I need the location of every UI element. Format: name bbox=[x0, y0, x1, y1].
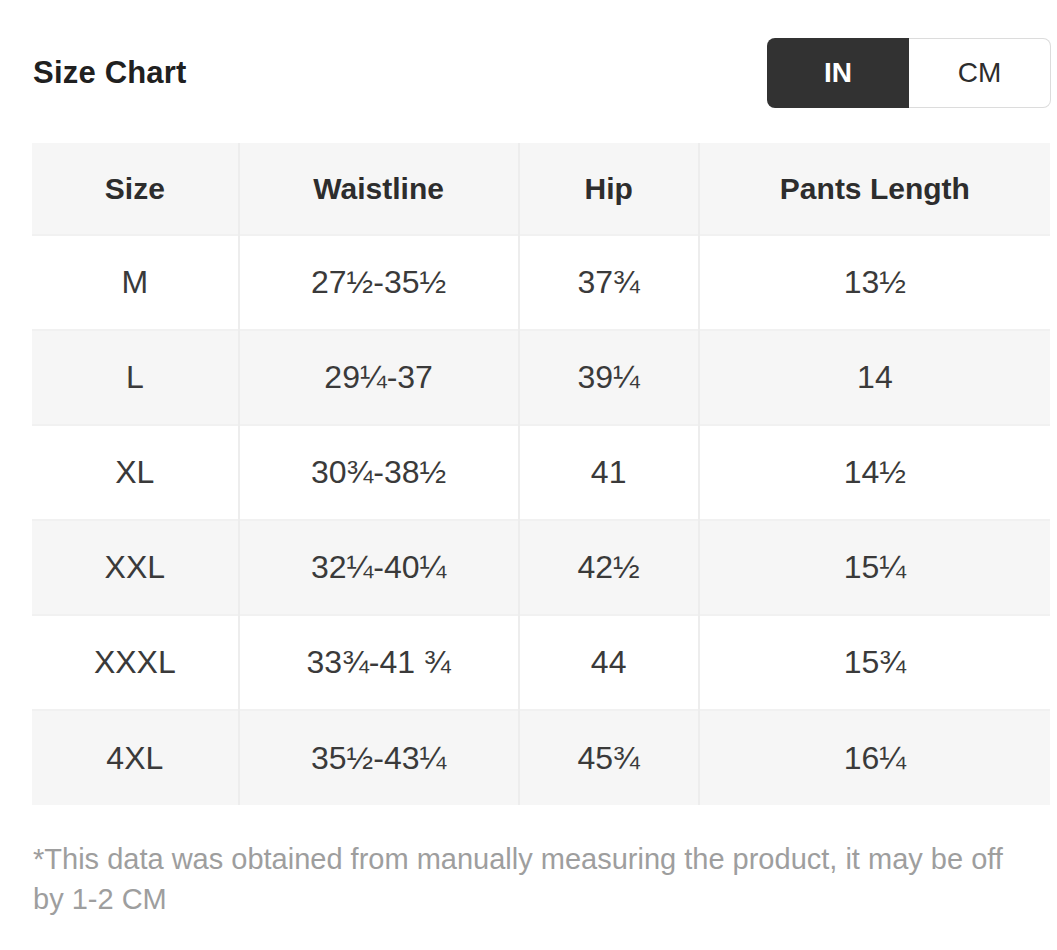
cell-hip: 45¾ bbox=[519, 710, 699, 805]
table-row: XXXL 33¾-41 ¾ 44 15¾ bbox=[32, 615, 1050, 710]
table-row: M 27½-35½ 37¾ 13½ bbox=[32, 235, 1050, 330]
cell-size: M bbox=[32, 235, 239, 330]
size-chart-panel: Size Chart IN CM Size Waistline Hip Pant… bbox=[0, 0, 1057, 950]
size-chart-table: Size Waistline Hip Pants Length M 27½-35… bbox=[32, 143, 1050, 805]
cell-waistline: 33¾-41 ¾ bbox=[239, 615, 519, 710]
cell-waistline: 32¼-40¼ bbox=[239, 520, 519, 615]
header-hip: Hip bbox=[519, 143, 699, 235]
cell-waistline: 27½-35½ bbox=[239, 235, 519, 330]
cell-size: XXL bbox=[32, 520, 239, 615]
header-bar: Size Chart IN CM bbox=[0, 0, 1057, 108]
cell-pants-length: 13½ bbox=[699, 235, 1050, 330]
table-row: L 29¼-37 39¼ 14 bbox=[32, 330, 1050, 425]
page-title: Size Chart bbox=[33, 55, 187, 91]
table-row: XXL 32¼-40¼ 42½ 15¼ bbox=[32, 520, 1050, 615]
cell-pants-length: 16¼ bbox=[699, 710, 1050, 805]
unit-toggle-cm-button[interactable]: CM bbox=[909, 38, 1051, 108]
header-pants-length: Pants Length bbox=[699, 143, 1050, 235]
header-size: Size bbox=[32, 143, 239, 235]
cell-size: 4XL bbox=[32, 710, 239, 805]
unit-toggle: IN CM bbox=[767, 38, 1051, 108]
cell-hip: 37¾ bbox=[519, 235, 699, 330]
header-waistline: Waistline bbox=[239, 143, 519, 235]
cell-size: XXXL bbox=[32, 615, 239, 710]
cell-waistline: 29¼-37 bbox=[239, 330, 519, 425]
cell-pants-length: 15¾ bbox=[699, 615, 1050, 710]
table-row: 4XL 35½-43¼ 45¾ 16¼ bbox=[32, 710, 1050, 805]
cell-waistline: 35½-43¼ bbox=[239, 710, 519, 805]
table-row: XL 30¾-38½ 41 14½ bbox=[32, 425, 1050, 520]
table-header-row: Size Waistline Hip Pants Length bbox=[32, 143, 1050, 235]
measurement-disclaimer: *This data was obtained from manually me… bbox=[33, 839, 1027, 919]
cell-pants-length: 15¼ bbox=[699, 520, 1050, 615]
cell-hip: 44 bbox=[519, 615, 699, 710]
cell-hip: 39¼ bbox=[519, 330, 699, 425]
cell-size: L bbox=[32, 330, 239, 425]
cell-size: XL bbox=[32, 425, 239, 520]
cell-hip: 41 bbox=[519, 425, 699, 520]
cell-pants-length: 14½ bbox=[699, 425, 1050, 520]
cell-waistline: 30¾-38½ bbox=[239, 425, 519, 520]
unit-toggle-in-button[interactable]: IN bbox=[767, 38, 909, 108]
cell-hip: 42½ bbox=[519, 520, 699, 615]
cell-pants-length: 14 bbox=[699, 330, 1050, 425]
